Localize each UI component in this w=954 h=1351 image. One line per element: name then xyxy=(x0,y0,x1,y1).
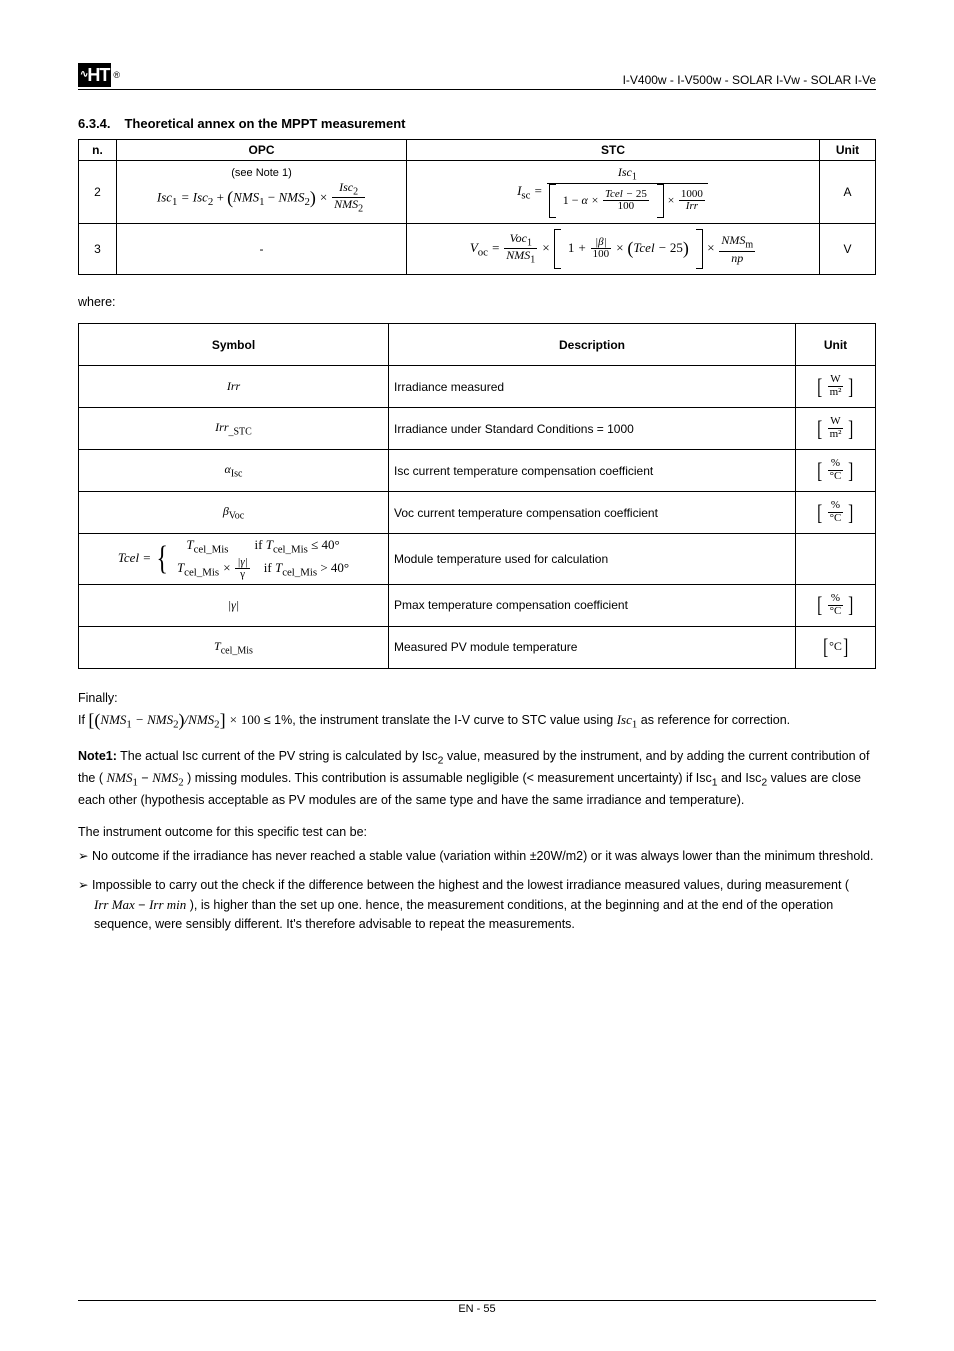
unit-cell: V xyxy=(820,223,876,274)
table-row: Tcel_Mis Measured PV module temperature … xyxy=(79,626,876,668)
unit: [ W m² ] xyxy=(796,366,876,408)
desc: Irradiance under Standard Conditions = 1… xyxy=(389,408,796,450)
row-n: 2 xyxy=(79,161,117,224)
sym: Tcel = { Tcel_Mis if Tcel_Mis ≤ 40° Tcel… xyxy=(79,534,389,585)
table-row: |γ| Pmax temperature compensation coeffi… xyxy=(79,584,876,626)
th-description: Description xyxy=(389,324,796,366)
table-row: Irr Irradiance measured [ W m² ] xyxy=(79,366,876,408)
product-name: I-V400w - I-V500w - SOLAR I-Vw - SOLAR I… xyxy=(623,73,876,87)
opc-note: (see Note 1) xyxy=(122,167,401,179)
th-n: n. xyxy=(79,140,117,161)
unit xyxy=(796,534,876,585)
sym: αIsc xyxy=(79,450,389,492)
note1: Note1: The actual Isc current of the PV … xyxy=(78,747,876,809)
sym: βVoc xyxy=(79,492,389,534)
desc: Pmax temperature compensation coefficien… xyxy=(389,584,796,626)
desc: Irradiance measured xyxy=(389,366,796,408)
sym: Irr_STC xyxy=(79,408,389,450)
section-number: 6.3.4. xyxy=(78,116,111,131)
table-row: Irr_STC Irradiance under Standard Condit… xyxy=(79,408,876,450)
desc: Voc current temperature compensation coe… xyxy=(389,492,796,534)
sym: |γ| xyxy=(79,584,389,626)
finally-lead: Finally: xyxy=(78,689,876,707)
th-unit: Unit xyxy=(796,324,876,366)
table-row: βVoc Voc current temperature compensatio… xyxy=(79,492,876,534)
unit: [ W m² ] xyxy=(796,408,876,450)
table-row: 3 - Voc = Voc1 NMS1 × 1 + xyxy=(79,223,876,274)
where-label: where: xyxy=(78,293,876,311)
stc-cell: Isc = Isc1 1 − α × Tcel − 25 xyxy=(407,161,820,224)
unit: [ % °C ] xyxy=(796,450,876,492)
finally-line: If [(NMS1 − NMS2)/NMS2] × 100 ≤ 1%, the … xyxy=(78,707,876,733)
sym: Tcel_Mis xyxy=(79,626,389,668)
outcome-list: No outcome if the irradiance has never r… xyxy=(78,847,876,933)
opc-cell: (see Note 1) Isc1 = Isc2 + (NMS1 − NMS2)… xyxy=(117,161,407,224)
th-symbol: Symbol xyxy=(79,324,389,366)
th-stc: STC xyxy=(407,140,820,161)
page-footer: EN - 55 xyxy=(78,1300,876,1315)
unit: [°C] xyxy=(796,626,876,668)
table-row: 2 (see Note 1) Isc1 = Isc2 + (NMS1 − NMS… xyxy=(79,161,876,224)
stc-cell: Voc = Voc1 NMS1 × 1 + |β| 100 xyxy=(407,223,820,274)
th-opc: OPC xyxy=(117,140,407,161)
symbols-table: Symbol Description Unit Irr Irradiance m… xyxy=(78,323,876,669)
section-heading: 6.3.4. Theoretical annex on the MPPT mea… xyxy=(78,116,876,131)
list-item: No outcome if the irradiance has never r… xyxy=(94,847,876,866)
desc: Measured PV module temperature xyxy=(389,626,796,668)
table-row: αIsc Isc current temperature compensatio… xyxy=(79,450,876,492)
unit: [ % °C ] xyxy=(796,584,876,626)
equations-table: n. OPC STC Unit 2 (see Note 1) Isc1 = Is… xyxy=(78,139,876,275)
list-item: Impossible to carry out the check if the… xyxy=(94,876,876,933)
row-n: 3 xyxy=(79,223,117,274)
instr-lead: The instrument outcome for this specific… xyxy=(78,823,876,841)
page-header: ∿HT® I-V400w - I-V500w - SOLAR I-Vw - SO… xyxy=(78,50,876,90)
logo: ∿HT® xyxy=(78,63,120,87)
unit: [ % °C ] xyxy=(796,492,876,534)
footer-page: EN - 55 xyxy=(458,1303,495,1315)
sym: Irr xyxy=(79,366,389,408)
desc: Isc current temperature compensation coe… xyxy=(389,450,796,492)
th-unit: Unit xyxy=(820,140,876,161)
table-row: Tcel = { Tcel_Mis if Tcel_Mis ≤ 40° Tcel… xyxy=(79,534,876,585)
desc: Module temperature used for calculation xyxy=(389,534,796,585)
opc-cell: - xyxy=(117,223,407,274)
opc-equation: Isc1 = Isc2 + (NMS1 − NMS2) × Isc2 NMS2 xyxy=(122,179,401,218)
unit-cell: A xyxy=(820,161,876,224)
section-title: Theoretical annex on the MPPT measuremen… xyxy=(124,116,405,131)
